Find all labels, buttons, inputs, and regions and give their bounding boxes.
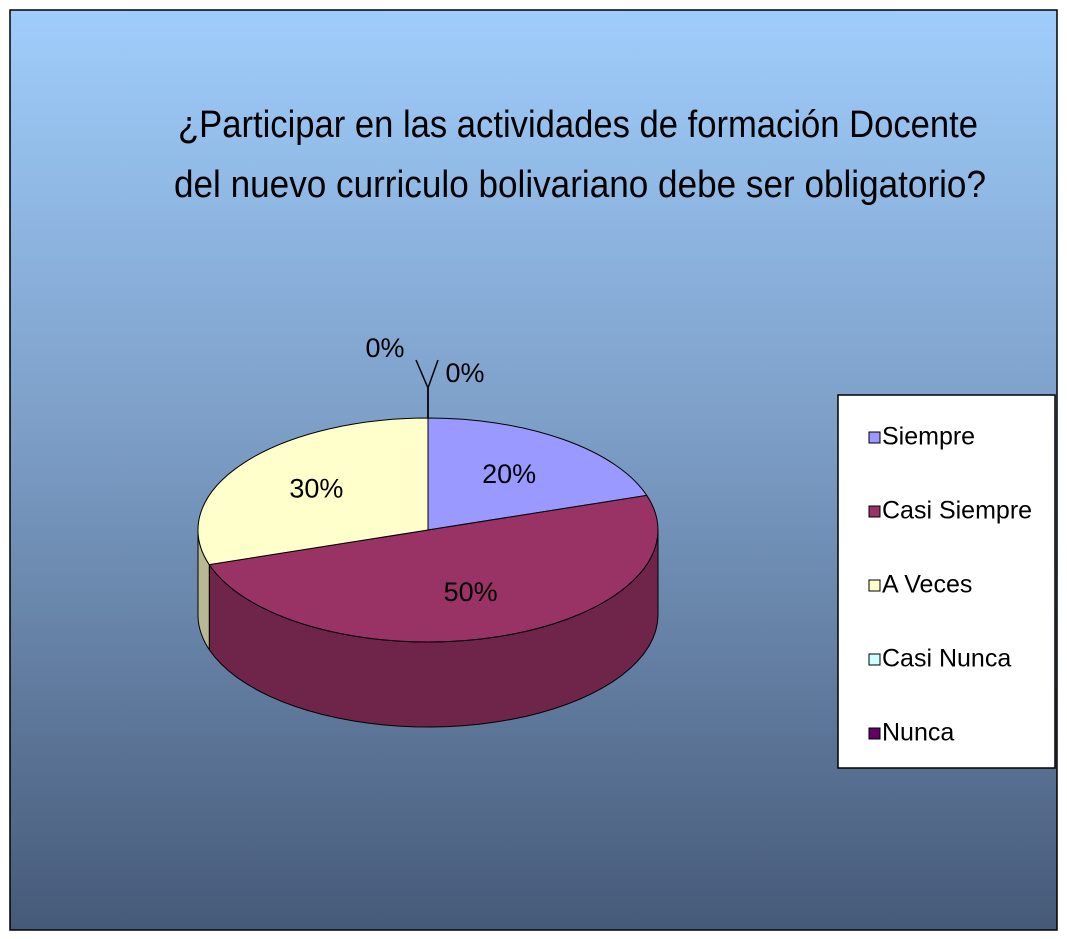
chart-title: del nuevo curriculo bolivariano debe ser… xyxy=(174,164,986,206)
legend-label: A Veces xyxy=(882,571,972,599)
legend-swatch xyxy=(868,431,881,444)
data-label: 30% xyxy=(289,474,343,504)
leader-line xyxy=(427,359,439,418)
pie-slice xyxy=(427,417,648,531)
chart-title: ¿Participar en las actividades de formac… xyxy=(178,104,978,146)
legend-swatch xyxy=(868,653,881,666)
legend-label: Nunca xyxy=(882,719,954,747)
data-label: 50% xyxy=(444,577,498,607)
legend-swatch xyxy=(868,727,881,740)
data-label: 0% xyxy=(445,358,484,388)
legend-swatch xyxy=(868,579,881,592)
legend-label: Siempre xyxy=(882,423,975,451)
pie-slice xyxy=(197,417,429,566)
legend-swatch xyxy=(868,505,881,518)
legend-label: Casi Nunca xyxy=(882,645,1011,673)
data-label: 0% xyxy=(365,333,404,363)
pie-slice xyxy=(208,494,659,643)
data-label: 20% xyxy=(482,459,536,489)
legend-label: Casi Siempre xyxy=(882,497,1032,525)
